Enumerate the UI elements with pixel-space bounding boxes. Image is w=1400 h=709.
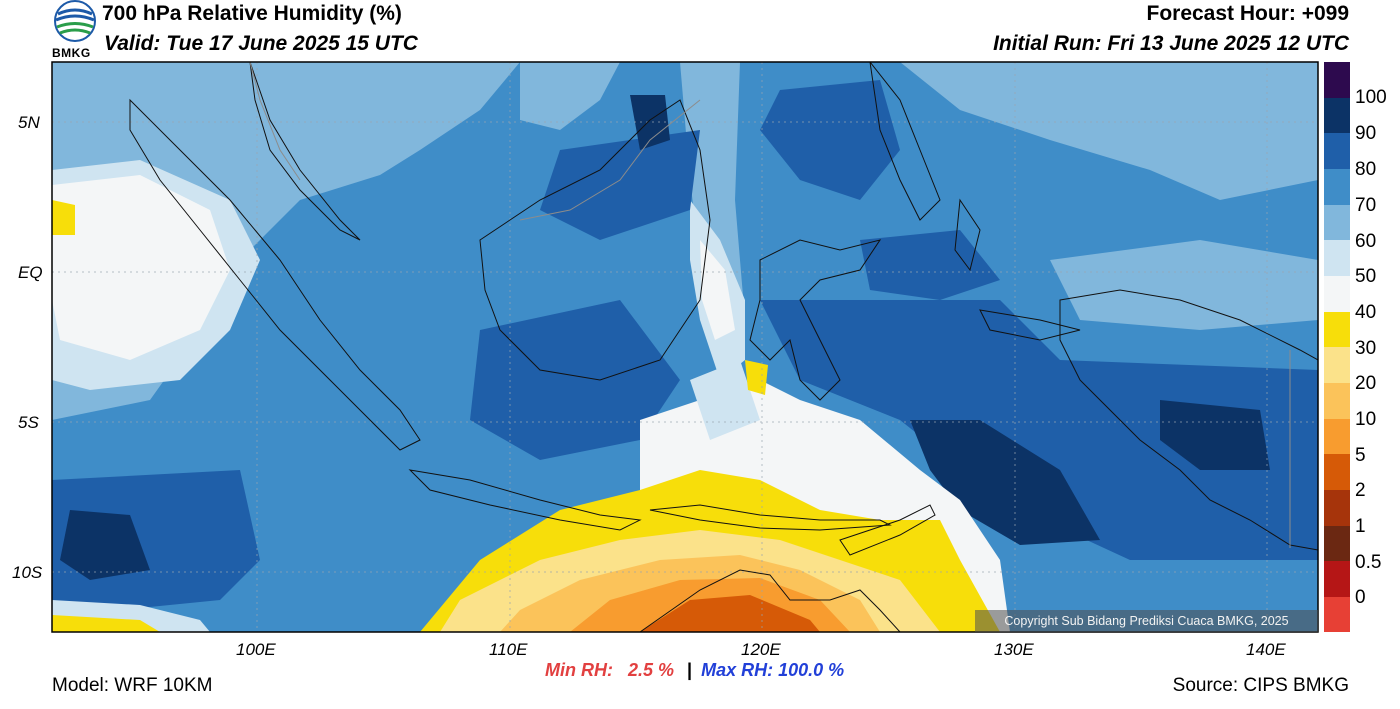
- colorbar-label: 80: [1355, 159, 1377, 180]
- min-rh-value: 2.5 %: [628, 660, 675, 680]
- valid-time: Valid: Tue 17 June 2025 15 UTC: [104, 32, 418, 55]
- initial-run: Initial Run: Fri 13 June 2025 12 UTC: [993, 32, 1349, 55]
- lon-label-100e: 100E: [236, 640, 276, 659]
- bmkg-logo-icon: [52, 0, 98, 62]
- max-rh: Max RH: 100.0 %: [701, 660, 845, 680]
- copyright-notice: Copyright Sub Bidang Prediksi Cuaca BMKG…: [975, 610, 1318, 632]
- lon-label-120e: 120E: [741, 640, 781, 659]
- colorbar-label: 0: [1355, 587, 1366, 608]
- colorbar-label: 50: [1355, 266, 1377, 287]
- lat-label-5n: 5N: [18, 113, 40, 132]
- lat-label-5s: 5S: [18, 413, 39, 432]
- colorbar-cell: [1324, 240, 1350, 276]
- borders: [249, 62, 1291, 548]
- colorbar-label: 90: [1355, 123, 1377, 144]
- colorbar-label: 0.5: [1355, 552, 1382, 573]
- colorbar-label: 2: [1355, 480, 1366, 501]
- map-title: 700 hPa Relative Humidity (%): [102, 2, 402, 25]
- coastlines: [129, 62, 1318, 632]
- colorbar-label: 60: [1355, 231, 1377, 252]
- colorbar-cell: [1324, 312, 1350, 347]
- map-frame: [51, 61, 1319, 633]
- colorbar-cell: [1324, 133, 1350, 169]
- stats-separator: |: [687, 660, 693, 680]
- colorbar-label: 20: [1355, 373, 1377, 394]
- lat-label-10s: 10S: [12, 563, 43, 582]
- lon-label-130e: 130E: [994, 640, 1034, 659]
- colorbar-label: 10: [1355, 409, 1377, 430]
- colorbar-cell: [1324, 347, 1350, 383]
- lon-label-140e: 140E: [1246, 640, 1286, 659]
- colorbar-cell: [1324, 419, 1350, 454]
- colorbar-cell: [1324, 561, 1350, 597]
- logo-text: BMKG: [52, 46, 91, 60]
- min-rh-label: Min RH:: [545, 660, 613, 680]
- rh-stats: Min RH: 2.5 % | Max RH: 100.0 %: [545, 660, 844, 681]
- source-label: Source: CIPS BMKG: [1172, 675, 1349, 696]
- lat-label-eq: EQ: [18, 263, 43, 282]
- colorbar-cell: [1324, 490, 1350, 526]
- colorbar-cell: [1324, 98, 1350, 133]
- colorbar-cell: [1324, 526, 1350, 561]
- forecast-hour: Forecast Hour: +099: [1146, 2, 1350, 25]
- colorbar-cell: [1324, 597, 1350, 632]
- colorbar-cell: [1324, 205, 1350, 240]
- model-label: Model: WRF 10KM: [52, 675, 213, 696]
- colorbar-label: 1: [1355, 516, 1366, 537]
- colorbar: [1324, 62, 1350, 632]
- colorbar-cell: [1324, 169, 1350, 205]
- colorbar-label: 100: [1355, 87, 1387, 108]
- colorbar-label: 40: [1355, 302, 1377, 323]
- colorbar-label: 30: [1355, 338, 1377, 359]
- colorbar-cell: [1324, 276, 1350, 312]
- humidity-field: [52, 62, 1318, 632]
- colorbar-label: 5: [1355, 445, 1366, 466]
- colorbar-cell: [1324, 383, 1350, 419]
- colorbar-cell: [1324, 62, 1350, 98]
- lon-label-110e: 110E: [489, 640, 528, 659]
- colorbar-cell: [1324, 454, 1350, 490]
- colorbar-label: 70: [1355, 195, 1377, 216]
